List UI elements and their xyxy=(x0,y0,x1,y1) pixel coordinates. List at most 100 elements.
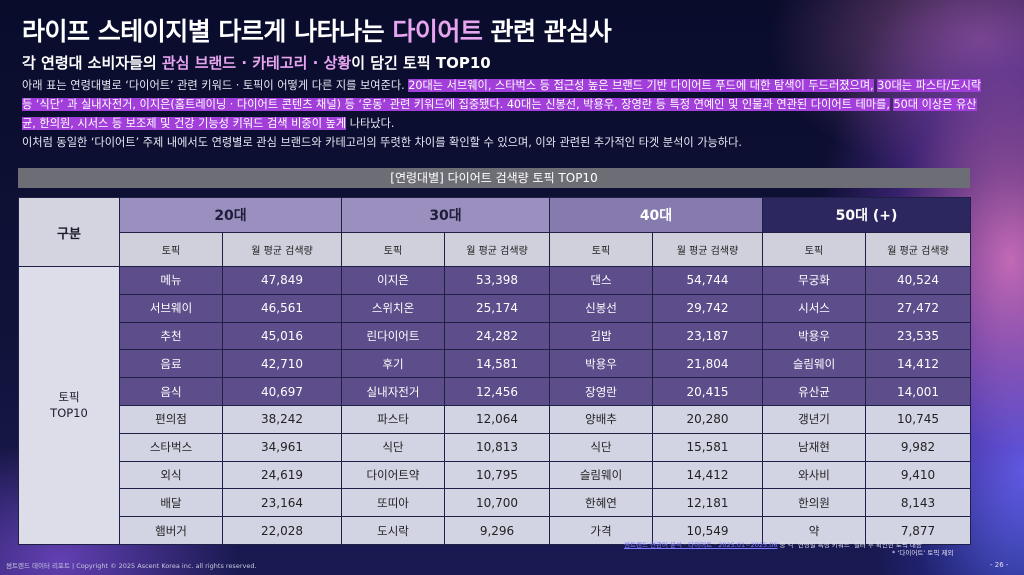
topic-cell: 약 xyxy=(762,516,866,545)
topic-cell: 햄버거 xyxy=(119,516,223,545)
topic-cell: 남재현 xyxy=(762,432,866,462)
volume-cell: 14,412 xyxy=(864,349,972,379)
topic-cell: 한혜연 xyxy=(549,488,653,518)
topic-cell: 후기 xyxy=(341,349,445,379)
volume-cell: 14,412 xyxy=(652,460,763,490)
group-header-40s: 40대 xyxy=(549,197,763,233)
table-caption: [연령대별] 다이어트 검색량 토픽 TOP10 xyxy=(18,168,970,188)
volume-cell: 14,581 xyxy=(444,349,550,379)
highlight-20s: 20대는 서브웨이, 스타벅스 등 접근성 높은 브랜드 기반 다이어트 푸드에… xyxy=(408,79,874,92)
volume-cell: 9,410 xyxy=(864,460,972,490)
topic-cell: 장영란 xyxy=(549,377,653,406)
volume-cell: 12,456 xyxy=(444,377,550,406)
volume-cell: 38,242 xyxy=(222,404,342,434)
topic-cell: 와사비 xyxy=(762,460,866,490)
column-header-topic: 토픽 xyxy=(119,232,223,267)
topic-cell: 편의점 xyxy=(119,404,223,434)
description-paragraph-1: 아래 표는 연령대별로 ‘다이어트’ 관련 키워드 · 토픽이 어떻게 다른 지… xyxy=(22,79,982,130)
volume-cell: 8,143 xyxy=(864,488,972,518)
volume-cell: 10,549 xyxy=(652,516,763,545)
topic-cell: 린다이어트 xyxy=(341,321,445,351)
table-row: 배달 23,164 또띠아 10,700 한혜연 12,181 한의원 8,143 xyxy=(19,488,972,518)
volume-cell: 10,700 xyxy=(444,488,550,518)
topic-cell: 음식 xyxy=(119,377,223,406)
topic-cell: 양배추 xyxy=(549,404,653,434)
volume-cell: 12,064 xyxy=(444,404,550,434)
volume-cell: 27,472 xyxy=(864,293,972,323)
column-header-volume: 월 평균 검색량 xyxy=(652,232,763,267)
volume-cell: 9,982 xyxy=(864,432,972,462)
source-link[interactable]: 썸트렌드 연관어 분석 · 다이어트 · 2025.01~2025.06 xyxy=(624,541,778,549)
table-row: 스타벅스 34,961 식단 10,813 식단 15,581 남재현 9,982 xyxy=(19,432,972,462)
table-row: 추천 45,016 린다이어트 24,282 김밥 23,187 박용우 23,535 xyxy=(19,321,972,351)
topic-cell: 서브웨이 xyxy=(119,293,223,323)
row-header: 구분 xyxy=(18,197,120,267)
column-header-topic: 토픽 xyxy=(549,232,653,267)
topic-cell: 유산균 xyxy=(762,377,866,406)
subtitle-highlight: 관심 브랜드 · 카테고리 · 상황 xyxy=(161,54,352,72)
table-row: 토픽 TOP10 메뉴 47,849 이지은 53,398 댄스 54,744 무궁화 40,52… xyxy=(18,266,972,545)
topic-cell: 이지은 xyxy=(341,266,445,295)
volume-cell: 7,877 xyxy=(864,516,972,545)
volume-cell: 40,524 xyxy=(864,266,972,295)
volume-cell: 29,742 xyxy=(652,293,763,323)
volume-cell: 15,581 xyxy=(652,432,763,462)
description: 아래 표는 연령대별로 ‘다이어트’ 관련 키워드 · 토픽이 어떻게 다른 지… xyxy=(22,76,982,152)
volume-cell: 34,961 xyxy=(222,432,342,462)
topic-cell: 외식 xyxy=(119,460,223,490)
topic-cell: 또띠아 xyxy=(341,488,445,518)
volume-cell: 45,016 xyxy=(222,321,342,351)
topic-cell: 한의원 xyxy=(762,488,866,518)
topic-cell: 다이어트약 xyxy=(341,460,445,490)
volume-cell: 20,280 xyxy=(652,404,763,434)
volume-cell: 21,804 xyxy=(652,349,763,379)
topic-cell: 무궁화 xyxy=(762,266,866,295)
group-header-20s: 20대 xyxy=(119,197,342,233)
table-row: 외식 24,619 다이어트약 10,795 슬림웨이 14,412 와사비 9,410 xyxy=(19,460,972,490)
volume-cell: 54,744 xyxy=(652,266,763,295)
volume-cell: 24,282 xyxy=(444,321,550,351)
column-header-volume: 월 평균 검색량 xyxy=(222,232,342,267)
topic-cell: 식단 xyxy=(549,432,653,462)
table-row: 햄버거 22,028 도시락 9,296 가격 10,549 약 7,877 xyxy=(19,516,972,545)
volume-cell: 20,415 xyxy=(652,377,763,406)
topic-cell: 김밥 xyxy=(549,321,653,351)
topic-cell: 슬림웨이 xyxy=(762,349,866,379)
volume-cell: 12,181 xyxy=(652,488,763,518)
topic-cell: 도시락 xyxy=(341,516,445,545)
topic-cell: 슬림웨이 xyxy=(549,460,653,490)
table-row: 음료 42,710 후기 14,581 박용우 21,804 슬림웨이 14,412 xyxy=(19,349,972,379)
table-row: 서브웨이 46,561 스위치온 25,174 신봉선 29,742 시서스 27,472 xyxy=(19,293,972,323)
volume-cell: 23,164 xyxy=(222,488,342,518)
topic-cell: 실내자전거 xyxy=(341,377,445,406)
group-header-30s: 30대 xyxy=(341,197,550,233)
volume-cell: 46,561 xyxy=(222,293,342,323)
title-highlight: 다이어트 xyxy=(392,17,483,46)
table-row: 편의점 38,242 파스타 12,064 양배추 20,280 갱년기 10,745 xyxy=(19,404,972,434)
volume-cell: 24,619 xyxy=(222,460,342,490)
table-row: 음식 40,697 실내자전거 12,456 장영란 20,415 유산균 14,001 xyxy=(19,377,972,406)
copyright: 썸트렌드 데이터 리포트 | Copyright © 2025 Ascent K… xyxy=(6,562,257,570)
page-title: 라이프 스테이지별 다르게 나타나는 다이어트 관련 관심사 xyxy=(22,17,612,46)
topic-cell: 박용우 xyxy=(762,321,866,351)
volume-cell: 40,697 xyxy=(222,377,342,406)
volume-cell: 23,535 xyxy=(864,321,972,351)
volume-cell: 14,001 xyxy=(864,377,972,406)
topic-cell: 배달 xyxy=(119,488,223,518)
topic-cell: 댄스 xyxy=(549,266,653,295)
topic-cell: 갱년기 xyxy=(762,404,866,434)
topic-cell: 파스타 xyxy=(341,404,445,434)
row-label: 토픽 TOP10 xyxy=(18,266,120,545)
volume-cell: 47,849 xyxy=(222,266,342,295)
volume-cell: 53,398 xyxy=(444,266,550,295)
page-subtitle: 각 연령대 소비자들의 관심 브랜드 · 카테고리 · 상황이 담긴 토픽 TO… xyxy=(22,54,491,72)
volume-cell: 10,795 xyxy=(444,460,550,490)
volume-cell: 22,028 xyxy=(222,516,342,545)
topic-cell: 시서스 xyxy=(762,293,866,323)
column-header-topic: 토픽 xyxy=(762,232,866,267)
volume-cell: 42,710 xyxy=(222,349,342,379)
topic-cell: 추천 xyxy=(119,321,223,351)
column-header-volume: 월 평균 검색량 xyxy=(444,232,550,267)
topic-cell: 가격 xyxy=(549,516,653,545)
column-header-topic: 토픽 xyxy=(341,232,445,267)
